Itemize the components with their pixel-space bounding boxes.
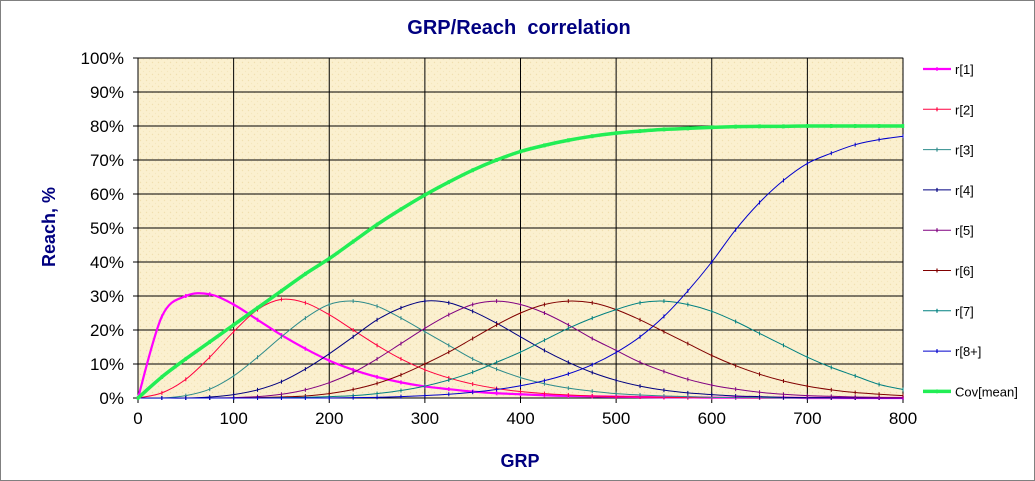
y-tick-label: 0% xyxy=(99,389,124,408)
x-tick-label: 0 xyxy=(133,409,142,428)
x-axis-title: GRP xyxy=(500,451,539,471)
y-tick-label: 100% xyxy=(81,49,124,68)
legend-label-r-3: r[3] xyxy=(955,143,974,158)
y-tick-label: 60% xyxy=(90,185,124,204)
x-tick-label: 300 xyxy=(411,409,439,428)
legend-label-r-2: r[2] xyxy=(955,102,974,117)
legend: r[1] r[2] r[3] r[4] r[5] r[6] r[7] r[8+] Cov[mea… xyxy=(923,62,1018,399)
y-tick-label: 20% xyxy=(90,321,124,340)
y-axis-title: Reach, % xyxy=(39,187,59,267)
y-tick-label: 90% xyxy=(90,83,124,102)
x-tick-label: 400 xyxy=(506,409,534,428)
legend-label-r-6: r[6] xyxy=(955,264,974,279)
x-tick-label: 500 xyxy=(602,409,630,428)
x-tick-label: 100 xyxy=(219,409,247,428)
y-tick-label: 70% xyxy=(90,151,124,170)
x-tick-label: 800 xyxy=(889,409,917,428)
legend-label-r-5: r[5] xyxy=(955,223,974,238)
x-axis-ticks: 0 100 200 300 400 500 600 700 800 xyxy=(133,398,917,428)
y-tick-label: 50% xyxy=(90,219,124,238)
y-tick-label: 40% xyxy=(90,253,124,272)
chart-title: GRP/Reach correlation xyxy=(407,17,630,39)
y-tick-label: 80% xyxy=(90,117,124,136)
x-tick-label: 700 xyxy=(793,409,821,428)
legend-label-r-8: r[8+] xyxy=(955,344,981,359)
series-points xyxy=(136,124,905,400)
y-axis-ticks: 0% 10% 20% 30% 40% 50% 60% 70% 80% 90% 100% xyxy=(81,49,138,408)
legend-label-r-7: r[7] xyxy=(955,304,974,319)
legend-label-cov-mean: Cov[mean] xyxy=(955,384,1018,399)
x-tick-label: 600 xyxy=(698,409,726,428)
y-tick-label: 30% xyxy=(90,287,124,306)
legend-label-r-1: r[1] xyxy=(955,62,974,77)
y-tick-label: 10% xyxy=(90,355,124,374)
x-tick-label: 200 xyxy=(315,409,343,428)
legend-label-r-4: r[4] xyxy=(955,183,974,198)
